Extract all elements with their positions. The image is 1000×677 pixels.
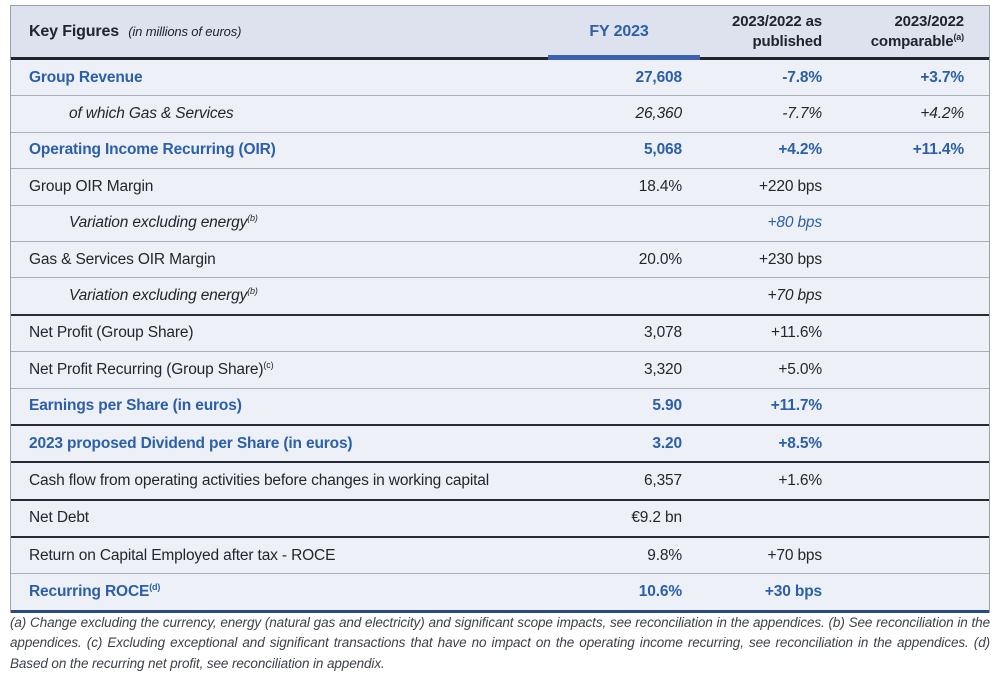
fy2023-value: €9.2 bn (631, 509, 682, 527)
row-label: Operating Income Recurring (OIR) (29, 141, 276, 159)
row-group-revenue: Group Revenue 27,608 -7.8% +3.7% (11, 60, 989, 97)
row-earnings-per-share: Earnings per Share (in euros) 5.90 +11.7… (11, 389, 989, 426)
fy2023-value: 3,320 (643, 360, 682, 378)
fy2023-value: 3,078 (643, 324, 682, 342)
footnote-ref-b: (b) (247, 213, 258, 224)
published-value: +4.2% (778, 141, 822, 159)
row-label: Net Profit Recurring (Group Share)(c) (29, 359, 274, 378)
published-value: +30 bps (764, 583, 822, 601)
row-recurring-roce: Recurring ROCE(d) 10.6% +30 bps (11, 574, 989, 613)
row-label: of which Gas & Services (69, 105, 234, 123)
row-group-oir-margin: Group OIR Margin 18.4% +220 bps (11, 169, 989, 206)
key-figures-table: Key Figures (in millions of euros) FY 20… (10, 5, 990, 613)
row-proposed-dividend-per-share: 2023 proposed Dividend per Share (in eur… (11, 426, 989, 464)
row-variation-excluding-energy-gas-services: Variation excluding energy(b) +70 bps (11, 278, 989, 316)
fy2023-value: 3.20 (652, 434, 682, 452)
row-label: Return on Capital Employed after tax - R… (29, 546, 336, 564)
fy2023-value: 5,068 (643, 141, 682, 159)
row-operating-income-recurring: Operating Income Recurring (OIR) 5,068 +… (11, 133, 989, 170)
row-net-profit: Net Profit (Group Share) 3,078 +11.6% (11, 316, 989, 353)
published-value: +230 bps (758, 250, 822, 268)
header-col-fy2023-label: FY 2023 (589, 22, 649, 40)
published-value: +70 bps (767, 546, 822, 564)
published-value: +5.0% (778, 360, 822, 378)
row-label: Variation excluding energy(b) (69, 213, 258, 232)
table-units-note: (in millions of euros) (128, 23, 242, 39)
header-col-comparable: 2023/2022 comparable(a) (824, 12, 989, 51)
row-net-debt: Net Debt €9.2 bn (11, 501, 989, 539)
footnote-ref-d: (d) (149, 582, 161, 592)
published-value: +220 bps (758, 177, 822, 195)
row-variation-excluding-energy-group: Variation excluding energy(b) +80 bps (11, 206, 989, 242)
row-label: Cash flow from operating activities befo… (29, 471, 490, 489)
row-roce: Return on Capital Employed after tax - R… (11, 538, 989, 575)
footnote-ref-a: (a) (953, 31, 964, 42)
fy2023-value: 26,360 (635, 105, 682, 123)
published-value: +70 bps (767, 287, 822, 305)
row-of-which-gas-services: of which Gas & Services 26,360 -7.7% +4.… (11, 96, 989, 133)
row-label: Net Profit (Group Share) (29, 324, 194, 342)
fy2023-value: 18.4% (638, 177, 682, 195)
published-value: +11.6% (771, 324, 822, 342)
row-gas-services-oir-margin: Gas & Services OIR Margin 20.0% +230 bps (11, 242, 989, 279)
published-value: +11.7% (770, 397, 822, 415)
row-label: Earnings per Share (in euros) (29, 397, 242, 415)
published-value: -7.7% (782, 105, 822, 123)
footnote-ref-c: (c) (263, 359, 274, 370)
header-col-fy2023: FY 2023 (548, 22, 700, 60)
header-col-published: 2023/2022 as published (684, 12, 824, 51)
row-cash-flow: Cash flow from operating activities befo… (11, 463, 989, 501)
table-header-row: Key Figures (in millions of euros) FY 20… (11, 6, 989, 60)
published-value: +80 bps (767, 214, 822, 232)
fy2023-value: 5.90 (652, 397, 682, 415)
header-col-comparable-label: 2023/2022 comparable (870, 13, 964, 50)
table-title: Key Figures (29, 22, 119, 40)
footnotes-text: (a) Change excluding the currency, energ… (10, 615, 990, 671)
row-label: Group Revenue (29, 68, 143, 86)
row-label: Group OIR Margin (29, 177, 154, 195)
row-label: Variation excluding energy(b) (69, 285, 258, 305)
fy2023-value: 9.8% (647, 546, 682, 564)
row-net-profit-recurring: Net Profit Recurring (Group Share)(c) 3,… (11, 352, 989, 389)
row-label: Recurring ROCE(d) (29, 582, 161, 601)
row-label: Gas & Services OIR Margin (29, 250, 216, 268)
row-label: 2023 proposed Dividend per Share (in eur… (29, 434, 353, 452)
footnote-ref-b: (b) (247, 285, 258, 296)
row-label: Net Debt (29, 509, 89, 527)
fy2023-value: 20.0% (638, 250, 682, 268)
header-col-published-label: 2023/2022 as published (732, 13, 822, 50)
published-value: +1.6% (778, 471, 822, 489)
fy2023-value: 27,608 (635, 68, 682, 86)
comparable-value: +4.2% (920, 105, 964, 123)
published-value: -7.8% (782, 68, 822, 86)
fy2023-value: 6,357 (643, 471, 682, 489)
header-key-figures: Key Figures (in millions of euros) (11, 23, 554, 41)
published-value: +8.5% (778, 434, 822, 452)
fy2023-value: 10.6% (638, 583, 682, 601)
comparable-value: +11.4% (912, 141, 964, 159)
comparable-value: +3.7% (920, 68, 964, 86)
